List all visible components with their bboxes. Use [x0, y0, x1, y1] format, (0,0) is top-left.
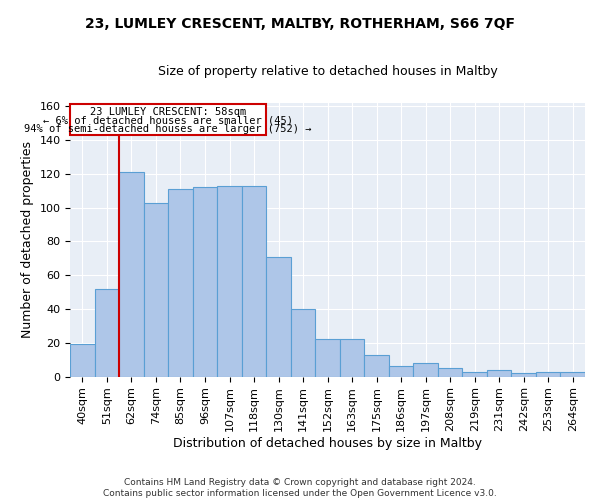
Text: 94% of semi-detached houses are larger (752) →: 94% of semi-detached houses are larger (… [25, 124, 312, 134]
Bar [144, 202, 168, 376]
FancyBboxPatch shape [70, 104, 266, 135]
X-axis label: Distribution of detached houses by size in Maltby: Distribution of detached houses by size … [173, 437, 482, 450]
Text: ← 6% of detached houses are smaller (45): ← 6% of detached houses are smaller (45) [43, 116, 293, 126]
Bar [340, 340, 364, 376]
Bar [413, 363, 438, 376]
Bar [364, 354, 389, 376]
Text: 23 LUMLEY CRESCENT: 58sqm: 23 LUMLEY CRESCENT: 58sqm [90, 108, 247, 118]
Bar [242, 186, 266, 376]
Bar [217, 186, 242, 376]
Bar [70, 344, 95, 376]
Bar [389, 366, 413, 376]
Bar [487, 370, 511, 376]
Text: Contains HM Land Registry data © Crown copyright and database right 2024.
Contai: Contains HM Land Registry data © Crown c… [103, 478, 497, 498]
Bar [463, 372, 487, 376]
Bar [560, 372, 585, 376]
Bar [266, 256, 291, 376]
Y-axis label: Number of detached properties: Number of detached properties [21, 141, 34, 338]
Bar [511, 373, 536, 376]
Bar [438, 368, 463, 376]
Bar [168, 189, 193, 376]
Bar [316, 340, 340, 376]
Title: Size of property relative to detached houses in Maltby: Size of property relative to detached ho… [158, 65, 497, 78]
Bar [291, 309, 316, 376]
Bar [95, 288, 119, 376]
Bar [536, 372, 560, 376]
Bar [119, 172, 144, 376]
Bar [193, 188, 217, 376]
Text: 23, LUMLEY CRESCENT, MALTBY, ROTHERHAM, S66 7QF: 23, LUMLEY CRESCENT, MALTBY, ROTHERHAM, … [85, 18, 515, 32]
